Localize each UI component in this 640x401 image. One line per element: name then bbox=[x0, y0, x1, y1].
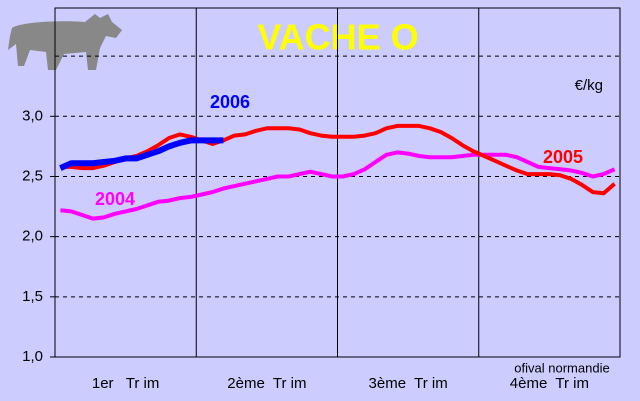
y-tick-label: 1,0 bbox=[22, 348, 43, 365]
cow-icon bbox=[8, 14, 122, 70]
series-line bbox=[60, 150, 616, 221]
series-label: 2004 bbox=[95, 189, 135, 209]
x-tick-label: 1er Tr im bbox=[92, 375, 160, 392]
y-tick-label: 3,0 bbox=[22, 107, 43, 124]
source-label: ofival normandie bbox=[514, 360, 609, 375]
unit-label: €/kg bbox=[575, 77, 603, 94]
series-label: 2005 bbox=[543, 147, 583, 167]
y-tick-label: 2,5 bbox=[22, 167, 43, 184]
y-tick-label: 2,0 bbox=[22, 228, 43, 245]
series-line bbox=[59, 137, 224, 171]
y-tick-label: 1,5 bbox=[22, 288, 43, 305]
series-label: 2006 bbox=[210, 92, 250, 112]
x-tick-label: 2ème Tr im bbox=[227, 375, 306, 392]
x-tick-label: 3ème Tr im bbox=[369, 375, 448, 392]
series-line bbox=[60, 123, 616, 196]
x-tick-label: 4ème Tr im bbox=[510, 375, 589, 392]
